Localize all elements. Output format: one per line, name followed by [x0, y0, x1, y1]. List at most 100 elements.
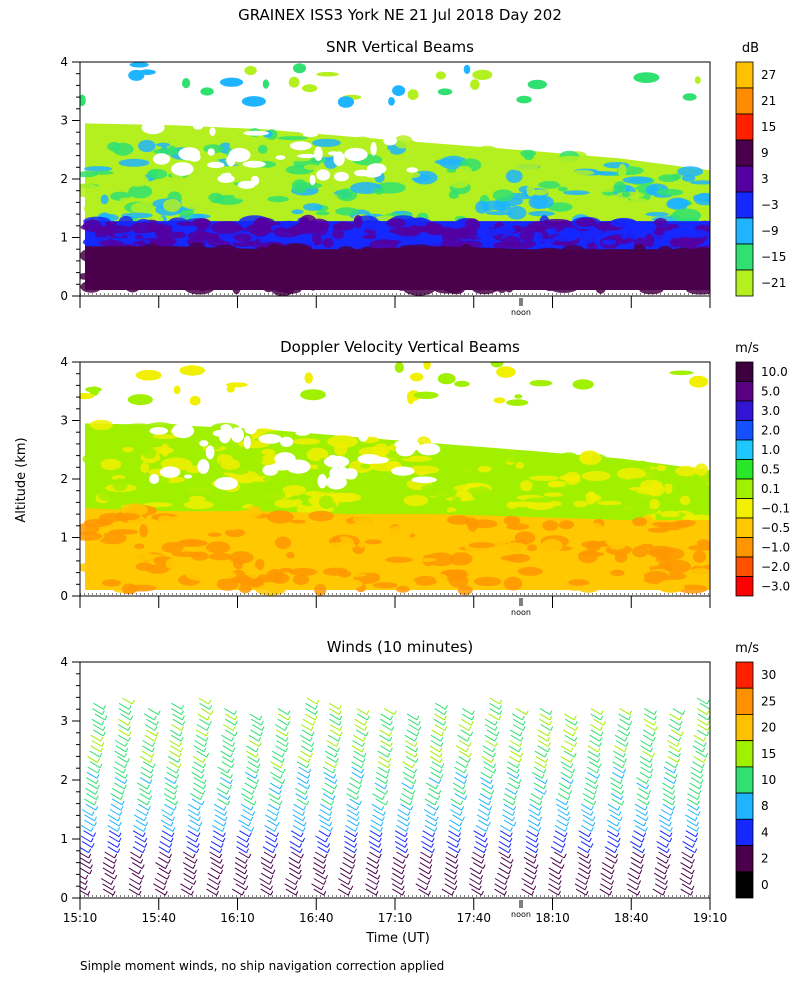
heatmap-cell	[506, 501, 518, 509]
wind-barb-flag	[671, 784, 675, 790]
wind-barb	[400, 803, 411, 811]
wind-barb-flag	[143, 827, 147, 832]
heatmap-cell	[625, 573, 645, 582]
wind-barb-flag	[643, 832, 647, 837]
heatmap-cell	[689, 181, 704, 195]
wind-barb	[172, 713, 183, 721]
wind-barb	[453, 787, 464, 795]
x-tick-label: 17:40	[456, 911, 491, 925]
wind-barb	[458, 724, 470, 731]
heatmap-cell	[375, 232, 388, 241]
wind-barb	[351, 766, 362, 774]
heatmap-cell	[647, 527, 670, 533]
heatmap-cell	[567, 275, 578, 288]
heatmap-cell	[358, 481, 368, 494]
wind-barb-flag	[307, 784, 311, 790]
wind-barb-flag	[544, 779, 548, 784]
wind-barb-flag	[223, 821, 227, 827]
wind-barb	[642, 729, 654, 737]
wind-barb	[263, 851, 275, 859]
wind-barb-flag	[182, 720, 186, 726]
wind-barb-flag	[558, 880, 562, 885]
wind-barb	[200, 708, 212, 716]
wind-barb-flag	[705, 752, 709, 758]
wind-barb	[291, 851, 302, 859]
wind-barb-flag	[466, 736, 470, 742]
data-gap	[199, 440, 209, 447]
wind-barb	[479, 803, 490, 811]
wind-barb-flag	[96, 774, 100, 779]
heatmap-cell	[362, 283, 383, 289]
wind-barb	[208, 878, 219, 885]
wind-barb	[577, 846, 589, 854]
heatmap-cell	[475, 200, 489, 214]
wind-barb	[163, 793, 175, 801]
heatmap-cell	[656, 464, 667, 472]
wind-barb	[424, 819, 436, 827]
wind-barb-flag	[389, 747, 393, 753]
wind-barb	[695, 750, 706, 758]
wind-barb	[249, 740, 260, 747]
heatmap-cell	[658, 174, 680, 182]
heatmap-cell	[170, 248, 194, 256]
wind-barb	[415, 883, 427, 891]
data-gap	[171, 162, 194, 176]
wind-barb	[498, 867, 509, 875]
heatmap-cell	[433, 284, 463, 294]
wind-barb	[184, 856, 196, 864]
wind-barb-flag	[670, 811, 674, 816]
wind-barb	[92, 724, 104, 731]
wind-barb-flag	[197, 811, 201, 816]
wind-barb-flag	[691, 869, 695, 875]
wind-barb	[448, 835, 459, 843]
wind-barb-flag	[414, 768, 418, 774]
wind-barb-flag	[175, 800, 179, 806]
legend-label: −3	[761, 198, 779, 212]
heatmap-cell	[449, 179, 469, 189]
wind-barb	[102, 888, 114, 896]
wind-barb-flag	[569, 790, 573, 795]
data-gap	[406, 167, 419, 173]
wind-barb-flag	[538, 827, 542, 832]
wind-barb-flag	[387, 752, 391, 758]
wind-barb-flag	[332, 768, 336, 774]
legend-unit: m/s	[735, 341, 759, 356]
wind-barb	[321, 798, 332, 806]
wind-barb-flag	[504, 880, 508, 885]
wind-barb-flag	[700, 779, 704, 784]
wind-barb	[441, 888, 453, 896]
heatmap-cell	[506, 169, 523, 183]
wind-barb	[107, 814, 119, 822]
wind-barb	[328, 734, 339, 742]
wind-barb	[401, 793, 412, 801]
wind-barb	[481, 755, 492, 763]
wind-barb-flag	[678, 736, 682, 742]
wind-barb-flag	[178, 763, 182, 768]
wind-barb-flag	[248, 832, 252, 837]
wind-barb-flag	[374, 885, 378, 891]
heatmap-cell	[649, 258, 669, 271]
wind-barb-flag	[547, 742, 551, 747]
wind-barb	[528, 809, 539, 816]
heatmap-cell	[132, 570, 145, 577]
wind-barb-flag	[347, 890, 351, 896]
wind-barb-flag	[216, 890, 219, 896]
wind-barb	[260, 883, 271, 891]
wind-barb	[526, 840, 537, 848]
wind-barb-flag	[361, 774, 365, 779]
wind-barb	[238, 851, 250, 859]
wind-barb-flag	[89, 869, 93, 875]
wind-barb-flag	[414, 752, 418, 758]
wind-barb	[234, 867, 246, 875]
wind-barb-flag	[152, 763, 156, 768]
heatmap-cell	[579, 236, 588, 247]
wind-barb	[165, 798, 176, 806]
wind-barb-flag	[377, 874, 381, 880]
wind-barb	[80, 857, 90, 864]
wind-barb	[306, 697, 318, 705]
wind-barb	[117, 755, 128, 763]
wind-barb-flag	[673, 768, 677, 774]
data-gap	[354, 169, 371, 177]
heatmap-cell	[412, 217, 429, 227]
heatmap-cell	[519, 230, 535, 242]
